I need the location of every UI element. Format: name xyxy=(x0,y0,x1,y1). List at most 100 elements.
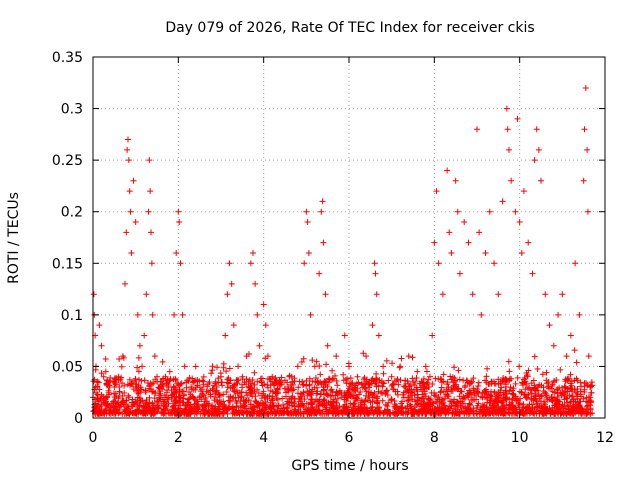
data-point xyxy=(525,239,532,246)
noise-point xyxy=(520,401,527,408)
data-point xyxy=(319,198,326,205)
noise-point xyxy=(422,384,429,391)
noise-point xyxy=(362,385,369,392)
noise-point xyxy=(568,382,575,389)
noise-point xyxy=(457,410,464,417)
noise-point xyxy=(577,388,584,395)
data-point xyxy=(166,368,173,375)
noise-point xyxy=(485,381,492,388)
noise-point xyxy=(251,369,258,376)
noise-point xyxy=(290,381,297,388)
noise-point xyxy=(311,398,318,405)
noise-point xyxy=(175,402,182,409)
noise-point xyxy=(384,387,391,394)
noise-point xyxy=(347,400,354,407)
noise-point xyxy=(267,402,274,409)
noise-point xyxy=(169,404,176,411)
noise-point xyxy=(274,396,281,403)
noise-point xyxy=(557,366,564,373)
noise-point xyxy=(587,397,594,404)
data-point xyxy=(154,373,160,380)
data-point xyxy=(158,378,165,385)
noise-point xyxy=(498,384,505,391)
noise-point xyxy=(494,398,501,405)
data-point xyxy=(98,342,105,349)
noise-point xyxy=(317,401,324,408)
noise-point xyxy=(531,353,538,360)
noise-point xyxy=(186,404,193,411)
noise-point xyxy=(497,389,504,396)
data-point xyxy=(324,342,331,349)
noise-point xyxy=(564,375,571,382)
chart-title: Day 079 of 2026, Rate Of TEC Index for r… xyxy=(165,20,534,36)
data-point xyxy=(305,249,312,256)
noise-point xyxy=(192,363,199,370)
noise-point xyxy=(318,410,325,417)
noise-point xyxy=(161,398,168,405)
data-point xyxy=(250,249,256,256)
noise-point xyxy=(223,389,230,395)
data-point xyxy=(149,311,156,318)
noise-point xyxy=(220,401,227,408)
noise-point xyxy=(421,390,428,397)
noise-point xyxy=(231,383,238,390)
noise-point xyxy=(200,409,207,416)
noise-point xyxy=(362,407,369,414)
noise-point xyxy=(212,393,219,400)
noise-point xyxy=(233,404,240,411)
data-point xyxy=(307,311,314,318)
noise-point xyxy=(239,384,246,391)
noise-point xyxy=(227,398,234,405)
data-point xyxy=(405,353,412,360)
noise-point xyxy=(407,403,414,410)
noise-point xyxy=(327,398,334,405)
noise-point xyxy=(484,365,491,372)
noise-point xyxy=(119,398,126,405)
data-point xyxy=(146,157,153,164)
noise-point xyxy=(121,390,128,397)
noise-point xyxy=(209,410,216,417)
noise-point xyxy=(533,397,540,404)
noise-point xyxy=(477,406,484,413)
noise-point xyxy=(481,387,488,394)
noise-point xyxy=(452,409,459,416)
data-point xyxy=(520,188,527,195)
noise-point xyxy=(267,409,274,416)
data-point xyxy=(529,270,536,277)
noise-point xyxy=(530,377,537,384)
data-point xyxy=(512,208,519,215)
data-point xyxy=(550,342,557,349)
data-point xyxy=(96,322,103,329)
data-point xyxy=(482,249,489,256)
data-point xyxy=(538,177,544,184)
noise-point xyxy=(588,389,595,396)
noise-point xyxy=(477,393,484,400)
noise-point xyxy=(570,396,577,403)
noise-point xyxy=(533,400,540,407)
noise-point xyxy=(458,388,465,395)
noise-point xyxy=(306,381,313,388)
noise-point xyxy=(281,385,288,392)
data-point xyxy=(173,249,180,256)
noise-point xyxy=(345,389,352,396)
noise-point xyxy=(329,389,336,396)
noise-point xyxy=(299,381,306,388)
noise-point xyxy=(308,410,315,417)
noise-point xyxy=(160,406,167,413)
noise-point xyxy=(142,387,149,394)
data-point xyxy=(115,373,122,380)
noise-point xyxy=(534,365,541,372)
noise-point xyxy=(212,378,219,385)
noise-point xyxy=(366,384,373,391)
data-point xyxy=(452,177,459,184)
noise-point xyxy=(323,391,330,398)
noise-point xyxy=(183,384,190,391)
noise-point xyxy=(134,364,141,371)
data-point xyxy=(546,322,553,329)
noise-point xyxy=(448,386,455,393)
noise-point xyxy=(312,374,319,381)
data-point xyxy=(145,208,152,215)
data-point xyxy=(456,270,463,277)
noise-point xyxy=(309,357,316,364)
noise-point xyxy=(206,379,213,386)
